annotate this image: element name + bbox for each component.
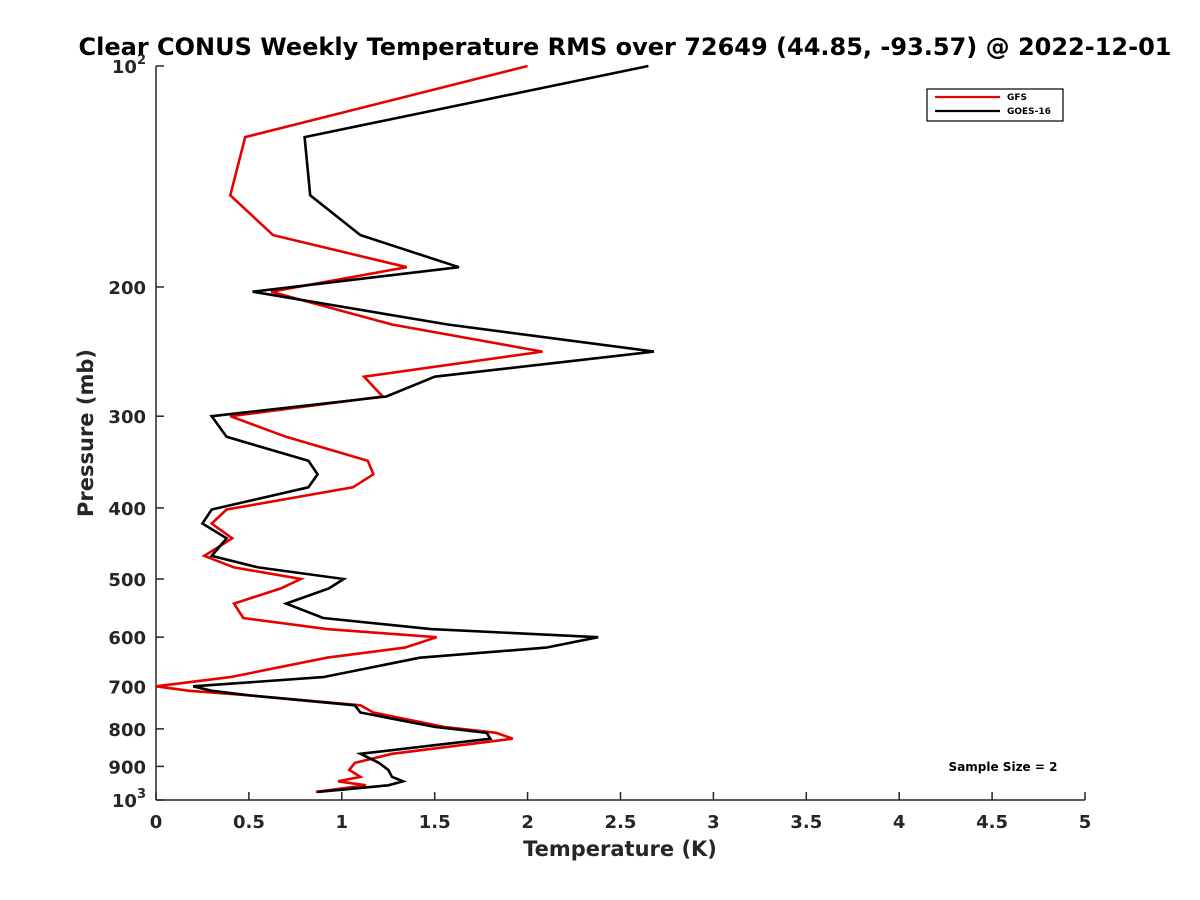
- y-axis-label: Pressure (mb): [74, 349, 98, 517]
- x-tick-label: 3: [707, 812, 720, 833]
- x-tick-label: 5: [1079, 812, 1092, 833]
- y-tick-label: 200: [108, 278, 146, 299]
- y-tick-label: 102: [112, 53, 146, 78]
- series-line-gfs: [155, 64, 543, 794]
- y-tick-label: 700: [108, 677, 146, 698]
- y-tick-label-exponent: 3: [137, 787, 146, 802]
- y-tick-label: 800: [108, 720, 146, 741]
- y-tick-label-base: 10: [112, 791, 137, 812]
- x-tick-label: 2: [521, 812, 534, 833]
- y-tick-label: 600: [108, 628, 146, 649]
- x-tick-label: 4.5: [976, 812, 1008, 833]
- chart-title: Clear CONUS Weekly Temperature RMS over …: [79, 33, 1172, 61]
- x-ticks: 0 0.5 1 1.5 2 2.5 3 3.5 4 4.5 5: [150, 792, 1092, 833]
- x-tick-label: 4: [893, 812, 906, 833]
- y-tick-label: 900: [108, 757, 146, 778]
- legend: GFS GOES-16: [926, 88, 1064, 122]
- x-tick-label: 1.5: [419, 812, 451, 833]
- x-axis-label: Temperature (K): [523, 837, 717, 861]
- y-tick-label: 400: [108, 499, 146, 520]
- x-tick-label: 0.5: [233, 812, 265, 833]
- legend-label-goes-16: GOES-16: [1007, 107, 1051, 117]
- series-line-goes-16: [192, 64, 655, 794]
- y-tick-label: 300: [108, 407, 146, 428]
- x-tick-label: 3.5: [790, 812, 822, 833]
- y-tick-label: 500: [108, 570, 146, 591]
- y-tick-label-base: 10: [112, 57, 137, 78]
- y-tick-label-exponent: 2: [137, 53, 146, 68]
- legend-box: [926, 88, 1064, 122]
- legend-label-gfs: GFS: [1007, 93, 1027, 103]
- series-layer: [155, 64, 655, 794]
- sample-size-annotation: Sample Size = 2: [949, 760, 1058, 774]
- x-tick-label: 0: [150, 812, 163, 833]
- x-tick-label: 2.5: [605, 812, 637, 833]
- y-tick-label: 103: [112, 787, 146, 812]
- x-tick-label: 1: [336, 812, 349, 833]
